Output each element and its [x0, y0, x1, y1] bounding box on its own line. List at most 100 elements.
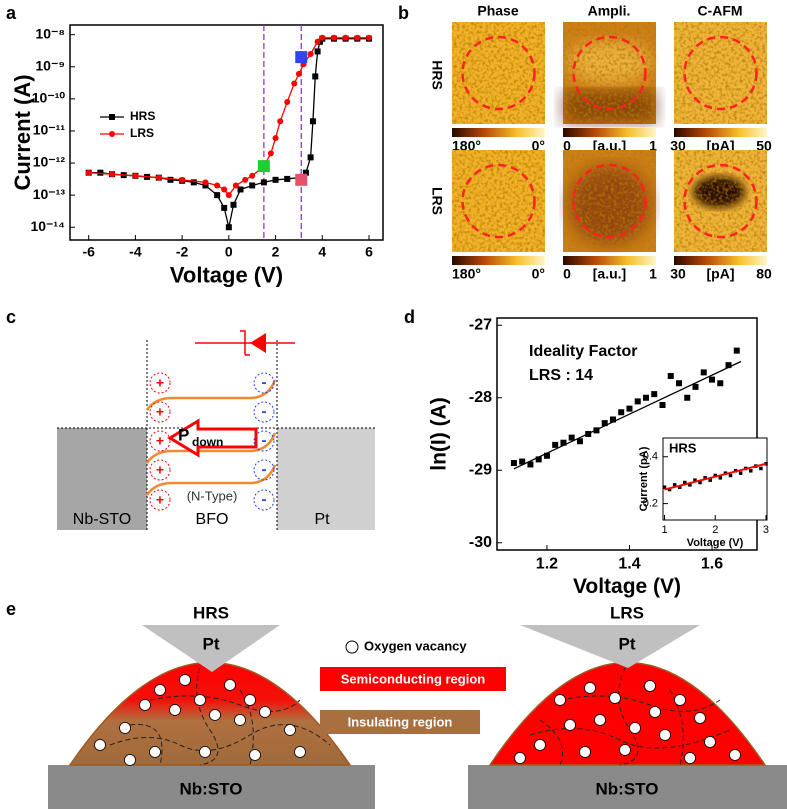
marker [284, 175, 291, 182]
highlight-point [295, 51, 308, 64]
x-tick-label: 1.2 [536, 556, 558, 573]
colorbar-label: 0 [563, 266, 571, 282]
vacancy [244, 694, 256, 706]
y-tick-label: 10⁻¹³ [33, 186, 66, 202]
x-tick-label: -4 [129, 243, 142, 259]
vacancy [234, 714, 246, 726]
marker [693, 478, 697, 482]
y-tick-label: 10⁻⁸ [35, 25, 65, 41]
marker [708, 478, 712, 482]
vacancy [729, 749, 741, 761]
marker [552, 441, 559, 448]
annotation: LRS : 14 [529, 367, 593, 384]
colorbar [452, 256, 545, 265]
positive-charge: + [156, 492, 164, 508]
colorbar-label: 1 [649, 266, 657, 282]
marker [225, 224, 232, 231]
marker [277, 118, 284, 125]
panel-label: d [404, 307, 415, 327]
domain-circle [572, 35, 647, 111]
panel-label: a [6, 3, 17, 23]
marker [190, 179, 197, 186]
positive-charge: + [156, 433, 164, 449]
marker [319, 34, 326, 41]
panel-c: P down (N-Type) Nb-STO BFO Pt [57, 330, 375, 530]
legend-marker [109, 131, 115, 137]
legend-label: Insulating region [348, 714, 453, 729]
marker [709, 376, 716, 383]
charge-ring [253, 459, 275, 481]
marker [659, 402, 666, 408]
marker [85, 169, 92, 176]
crack [539, 719, 563, 766]
vacancy [94, 739, 106, 751]
marker [314, 38, 321, 45]
domain-circle [683, 35, 758, 111]
region-label: Pt [314, 511, 330, 528]
crack [559, 695, 721, 712]
vacancy [284, 724, 296, 736]
marker [560, 439, 567, 446]
marker [688, 483, 692, 487]
x-tick-label: 1.6 [701, 556, 723, 573]
marker [527, 461, 534, 468]
polarization-subscript: down [192, 435, 223, 449]
tip [142, 625, 280, 672]
colorbar-label: [pA] [707, 266, 735, 282]
x-tick-label: 4 [318, 243, 326, 259]
vacancy [694, 712, 706, 724]
marker [97, 169, 104, 176]
charge-ring [149, 372, 171, 394]
vacancy [649, 706, 661, 718]
marker [725, 362, 732, 369]
marker [677, 485, 682, 489]
marker [272, 135, 279, 142]
marker [692, 383, 699, 390]
noise [674, 150, 767, 252]
vacancy [139, 699, 151, 711]
x-tick-label: 2 [272, 243, 280, 259]
y-tick-label: 10⁻¹¹ [33, 122, 66, 138]
marker [302, 169, 309, 176]
x-axis-title: Voltage (V) [573, 575, 681, 598]
vacancy [149, 746, 161, 758]
band [145, 432, 277, 464]
charge-ring [149, 459, 171, 481]
legend-label: LRS [130, 126, 154, 140]
state-label: HRS [193, 603, 229, 622]
panel-label: c [6, 307, 16, 327]
colorbar [563, 128, 656, 137]
column-title: C-AFM [697, 3, 742, 19]
marker [618, 409, 625, 416]
marker [759, 466, 763, 471]
marker [728, 473, 733, 478]
plot-frame [69, 24, 384, 241]
polarization: P [178, 425, 189, 444]
marker [260, 179, 267, 186]
marker [309, 118, 316, 125]
domain-circle [461, 35, 536, 111]
bands [145, 379, 277, 496]
colorbar-label: 1 [649, 138, 657, 154]
vacancy [154, 684, 166, 696]
vacancy [704, 736, 716, 748]
marker [225, 192, 232, 199]
y-tick-label: 10⁻⁹ [35, 57, 65, 73]
marker [155, 174, 162, 181]
noise [452, 22, 545, 124]
marker [214, 182, 221, 189]
marker [167, 176, 174, 183]
row-label: HRS [429, 60, 445, 90]
polarization-arrow [167, 418, 258, 458]
negative-charge: - [262, 491, 267, 508]
x-tick-label: 2 [712, 524, 718, 536]
region-label: BFO [196, 511, 229, 528]
charge-ring [253, 430, 275, 452]
vacancy [119, 722, 131, 734]
semiconducting-key [320, 667, 506, 691]
marker [651, 391, 658, 398]
negative-charge: - [262, 461, 267, 478]
charge-ring [253, 489, 275, 511]
marker [576, 438, 583, 445]
substrate-label: Nb:STO [180, 779, 243, 798]
